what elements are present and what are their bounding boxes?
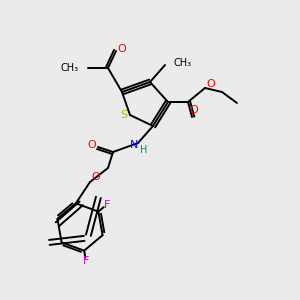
Text: CH₃: CH₃ xyxy=(61,63,79,73)
Text: F: F xyxy=(83,256,89,266)
Text: O: O xyxy=(207,79,215,89)
Text: O: O xyxy=(88,140,96,150)
Text: O: O xyxy=(92,172,100,182)
Text: N: N xyxy=(130,140,138,150)
Text: O: O xyxy=(118,44,126,54)
Text: H: H xyxy=(140,145,148,155)
Text: O: O xyxy=(190,105,198,115)
Text: S: S xyxy=(120,110,128,120)
Text: CH₃: CH₃ xyxy=(174,58,192,68)
Text: F: F xyxy=(103,200,110,209)
